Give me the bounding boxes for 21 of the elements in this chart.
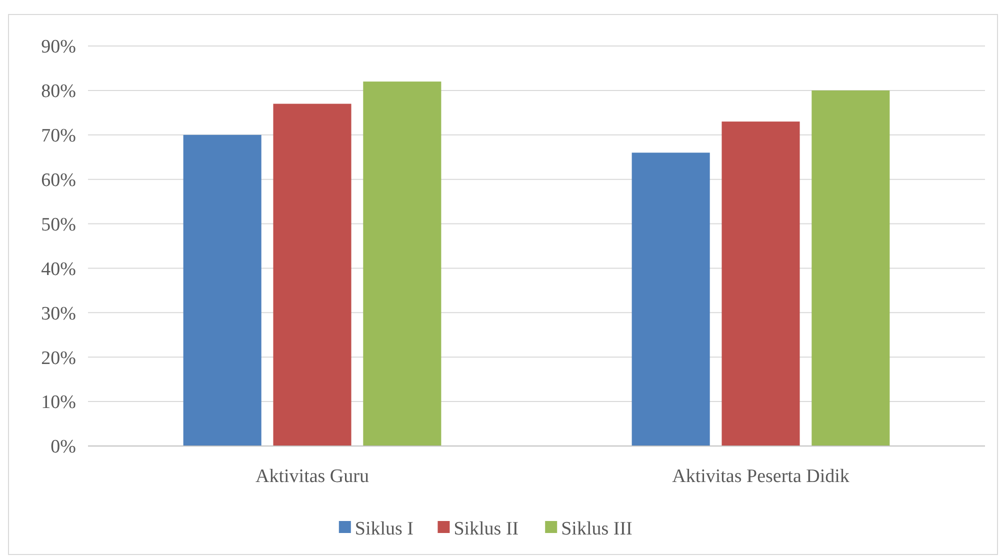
y-tick-label: 0%	[50, 436, 76, 458]
bar	[273, 104, 352, 446]
legend-label: Siklus III	[561, 518, 632, 540]
y-tick-label: 50%	[41, 214, 76, 236]
y-tick-label: 30%	[41, 303, 76, 324]
x-tick-label: Aktivitas Guru	[256, 466, 370, 487]
y-tick-label: 70%	[41, 126, 76, 147]
y-tick-label: 20%	[41, 348, 76, 369]
bar	[632, 152, 710, 446]
bar	[363, 82, 442, 446]
bar	[183, 134, 262, 446]
y-tick-label: 60%	[41, 170, 76, 191]
y-tick-label: 80%	[41, 81, 76, 102]
legend-label: Siklus I	[354, 518, 414, 540]
legend-label: Siklus II	[454, 518, 519, 540]
bar	[722, 122, 800, 446]
y-tick-label: 10%	[41, 392, 76, 414]
y-tick-label: 40%	[41, 258, 76, 280]
bar	[812, 90, 890, 446]
x-tick-label: Aktivitas Peserta Didik	[672, 466, 850, 487]
y-tick-label: 90%	[41, 36, 76, 58]
